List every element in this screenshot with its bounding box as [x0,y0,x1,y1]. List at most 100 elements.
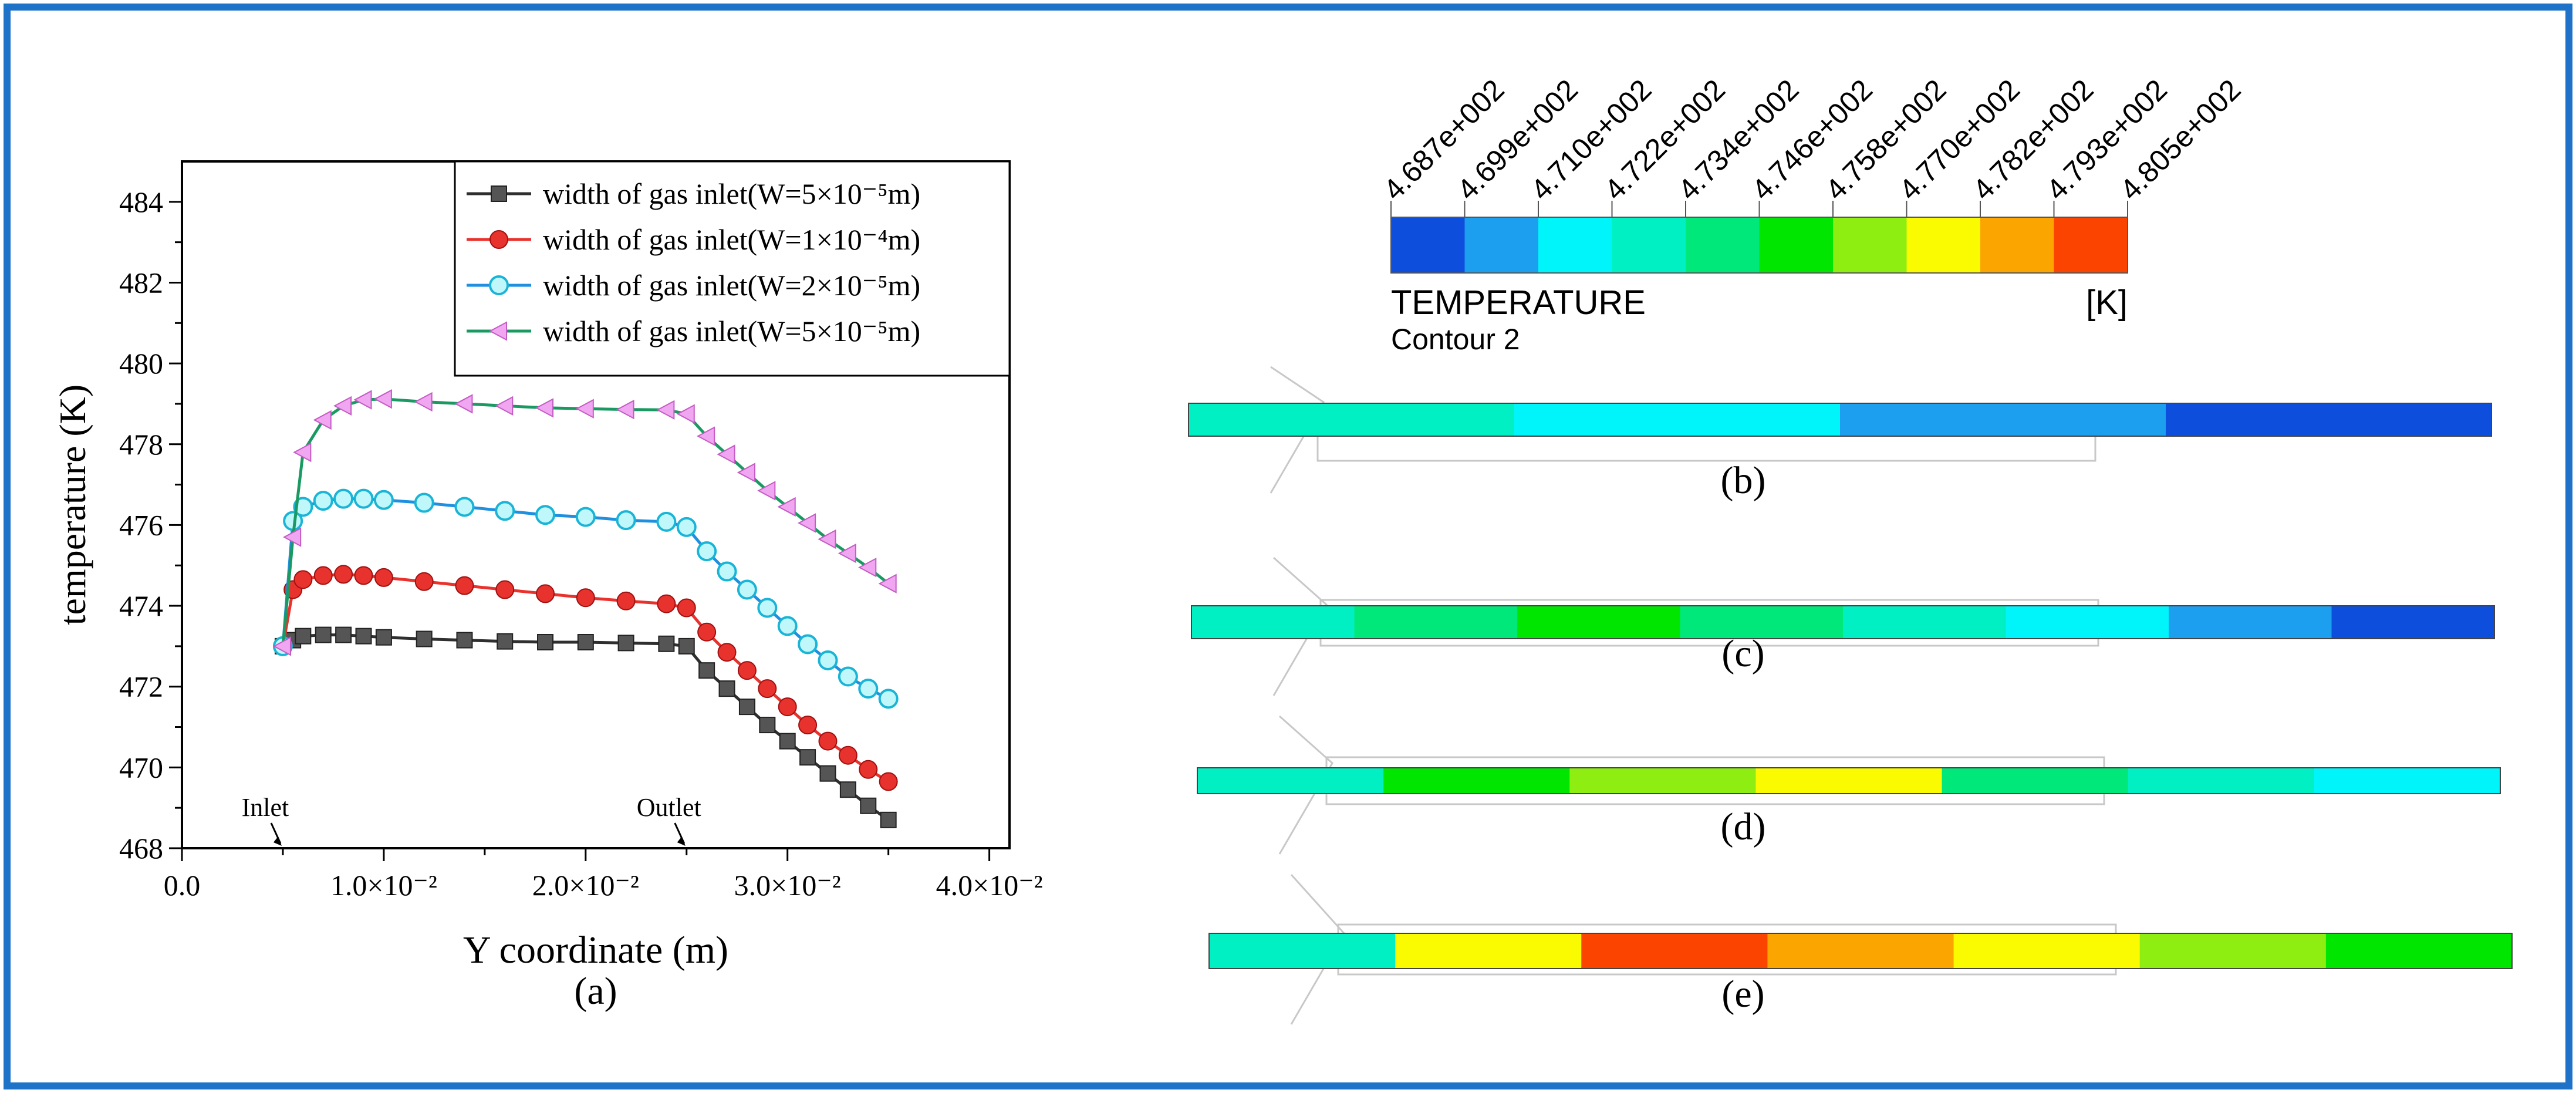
legend-box [454,160,1011,377]
data-point [656,400,675,420]
data-point [860,797,877,814]
x-tick-label: 3.0×10⁻² [734,869,841,902]
panel-label: (d) [1721,805,1766,848]
temperature-color-legend: 4.687e+0024.699e+0024.710e+0024.722e+002… [1377,73,2247,356]
data-point [495,396,514,416]
gas-inlet-outline [1278,715,1333,855]
contour-band [1383,768,1571,794]
x-tick-label: 1.0×10⁻² [330,869,437,902]
contour-band [2166,403,2492,436]
data-point [575,507,596,527]
data-point [575,399,594,419]
data-point [676,517,697,537]
contour-band [1755,768,1943,794]
annotation-label: Outlet [637,793,701,822]
annotation-label: Inlet [242,793,289,822]
data-point [718,680,735,697]
data-point [535,398,554,418]
data-point [616,399,634,420]
data-point [737,579,757,600]
contour-band [1514,403,1841,436]
contour-band [1395,933,1582,969]
data-point [678,637,695,655]
data-point [374,568,393,587]
contour-panel-d: (d) [1197,715,2501,855]
data-point [272,636,291,656]
colorbar-cell [1759,217,1834,273]
data-point [456,632,473,649]
data-point [859,760,878,779]
data-point [495,501,515,521]
data-point [777,616,798,636]
data-point [819,765,836,782]
legend-label: width of gas inlet(W=2×10⁻⁵m) [543,269,920,302]
series-0 [274,626,897,828]
data-point [335,626,352,643]
data-point [777,497,796,517]
x-axis-ticks: 0.0 1.0×10⁻² 2.0×10⁻² 3.0×10⁻² 4.0×10⁻² [164,848,1043,902]
data-point [497,633,514,650]
contour-band [1767,933,1954,969]
colorbar-cell [2054,217,2128,273]
contour-band [2128,768,2315,794]
colorbar-cell [1391,217,1465,273]
contour-band [2139,933,2327,969]
data-point [717,643,737,662]
colorbar-cell [1686,217,1760,273]
data-point [537,634,554,650]
contour-band [1191,606,1355,639]
channel-outline [1188,403,2492,437]
data-point [838,543,856,564]
data-point [333,396,352,416]
y-tick-label: 476 [119,508,163,541]
data-point [489,275,509,295]
data-point [878,689,899,709]
contour-band [1843,606,2007,639]
x-tick-label: 0.0 [164,869,201,902]
contour-panel-c: (c) [1191,556,2495,696]
colorbar-cells [1391,217,2128,273]
data-point [283,527,302,547]
data-point [778,697,797,717]
data-point [798,634,818,655]
data-point [375,629,392,646]
data-point [818,529,836,549]
channel-outline [1191,605,2495,639]
contour-band [1942,768,2129,794]
data-point [797,513,816,533]
data-point [757,598,778,618]
data-point [657,594,676,613]
colorbar-title: TEMPERATURE [1391,284,1646,322]
data-point [737,661,757,680]
contour-panel-e: (e) [1208,873,2513,1025]
contour-band [1197,768,1385,794]
data-point [656,511,677,532]
data-point [495,580,515,599]
data-point [697,426,715,446]
colorbar-tick-labels: 4.687e+0024.699e+0024.710e+0024.722e+002… [1377,73,2247,217]
y-tick-label: 474 [119,589,163,622]
figure-border [4,4,2572,1089]
series-group [272,389,899,828]
contour-band [2006,606,2169,639]
colorbar-cell [1464,217,1539,273]
data-point [779,733,796,750]
contour-panel-b: (b) [1188,366,2492,502]
colorbar-subtitle: Contour 2 [1391,323,1520,356]
line-chart-panel-a: 468 470 472 474 476 478 480 482 484 0.0 1.0×10⁻² 2… [52,160,1043,1013]
data-point [818,731,838,751]
data-point [313,410,332,430]
channel-outline [1197,767,2501,794]
data-point [455,576,474,595]
contour-band [2169,606,2332,639]
data-point [616,510,636,531]
colorbar-cell [1612,217,1686,273]
data-point [414,492,434,513]
panel-label: (b) [1721,459,1766,502]
contour-band [2325,933,2513,969]
data-point [697,541,717,562]
y-tick-label: 484 [119,185,163,218]
data-point [818,650,838,670]
data-point [676,404,695,424]
data-point [353,390,372,410]
